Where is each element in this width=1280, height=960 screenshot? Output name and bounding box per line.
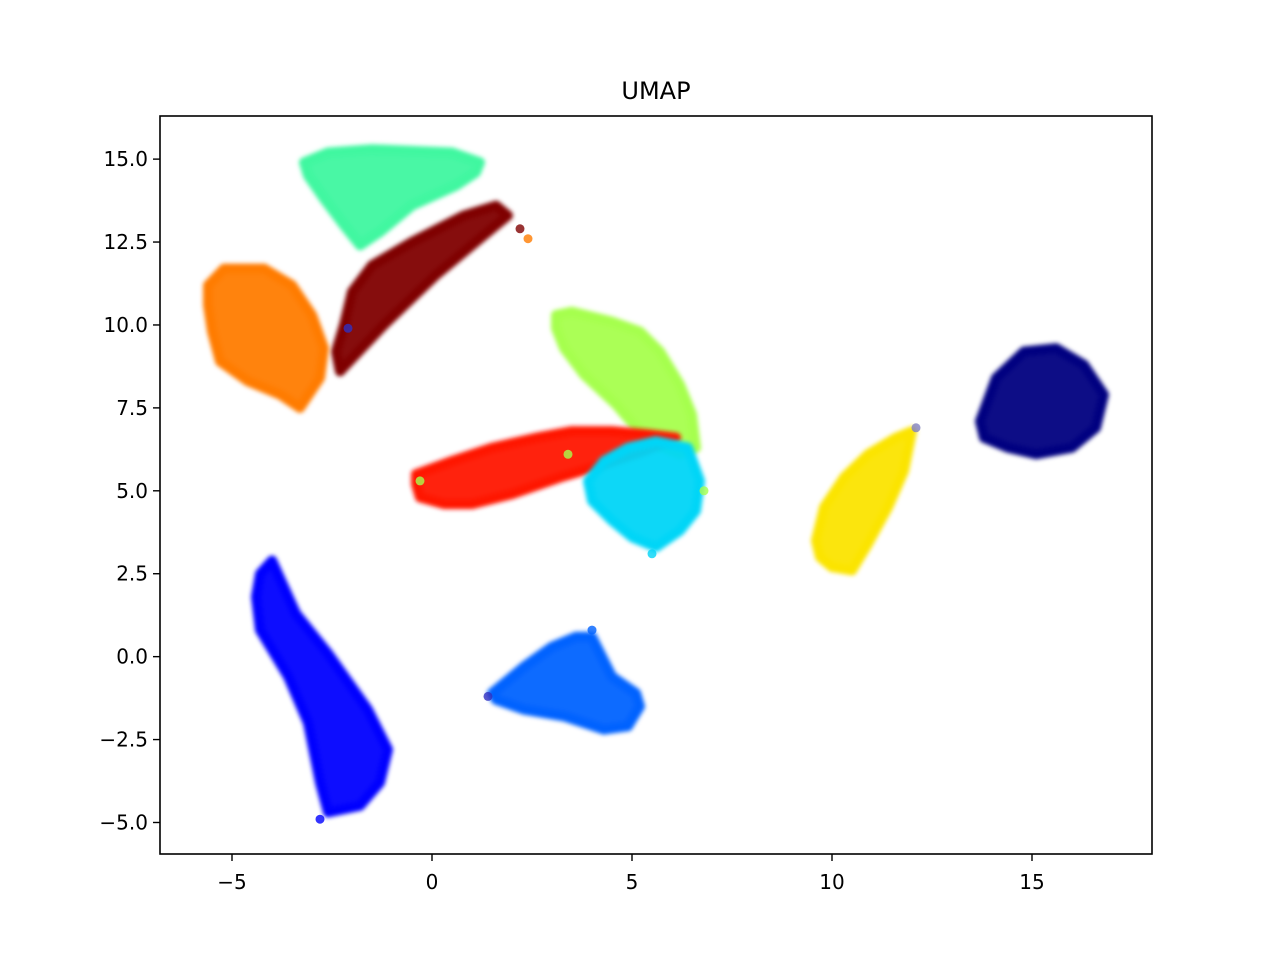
y-tick-label: −2.5	[99, 728, 148, 752]
stray-point-6	[911, 423, 921, 433]
x-tick-label: −5	[217, 870, 246, 894]
cluster-9	[811, 426, 917, 576]
x-tick-label: 15	[1019, 870, 1044, 894]
x-tick-label: 0	[426, 870, 439, 894]
cluster-3	[203, 263, 329, 413]
x-axis: −5 0 5 10 15	[217, 854, 1045, 894]
x-tick-label: 10	[819, 870, 844, 894]
stray-point-10	[647, 549, 657, 559]
y-tick-label: 10.0	[103, 313, 148, 337]
cluster-layer	[203, 144, 1109, 818]
stray-point-3	[587, 625, 597, 635]
cluster-8	[251, 555, 393, 818]
y-tick-label: −5.0	[99, 810, 148, 834]
plot-frame	[159, 115, 1153, 855]
y-tick-label: 15.0	[103, 147, 148, 171]
cluster-10	[975, 343, 1109, 460]
stray-point-1	[523, 234, 533, 244]
stray-point-9	[563, 449, 573, 459]
y-axis: 15.0 12.5 10.0 7.5 5.0 2.5 0.0 −2.5 −5.0	[99, 147, 160, 834]
stray-point-7	[699, 486, 709, 496]
y-tick-label: 0.0	[116, 645, 148, 669]
y-tick-label: 12.5	[103, 230, 148, 254]
cluster-6	[583, 436, 705, 553]
stray-points-layer	[315, 224, 921, 824]
stray-point-11	[343, 323, 353, 333]
stray-point-2	[515, 224, 525, 234]
stray-point-8	[415, 476, 425, 486]
y-tick-label: 2.5	[116, 562, 148, 586]
chart-title: UMAP	[621, 77, 690, 105]
cluster-2	[299, 144, 485, 251]
cluster-1	[331, 200, 513, 377]
y-tick-label: 7.5	[116, 396, 148, 420]
y-tick-label: 5.0	[116, 479, 148, 503]
cluster-7	[487, 631, 645, 735]
x-tick-label: 5	[626, 870, 639, 894]
stray-point-5	[483, 691, 493, 701]
stray-point-4	[315, 814, 325, 824]
